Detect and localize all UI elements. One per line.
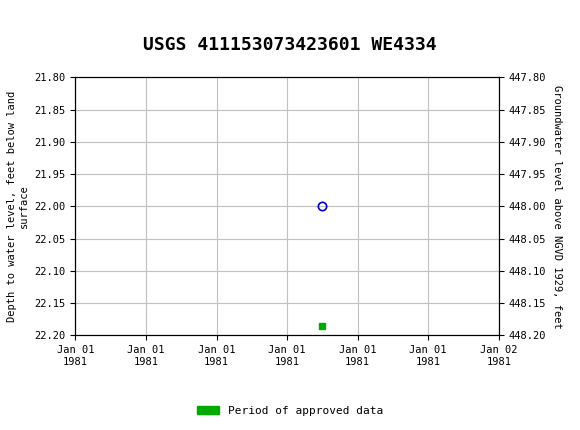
Y-axis label: Groundwater level above NGVD 1929, feet: Groundwater level above NGVD 1929, feet xyxy=(552,85,561,328)
Text: USGS 411153073423601 WE4334: USGS 411153073423601 WE4334 xyxy=(143,36,437,54)
Legend: Period of approved data: Period of approved data xyxy=(193,401,387,420)
Text: USGS: USGS xyxy=(6,10,79,29)
Y-axis label: Depth to water level, feet below land
surface: Depth to water level, feet below land su… xyxy=(8,91,29,322)
